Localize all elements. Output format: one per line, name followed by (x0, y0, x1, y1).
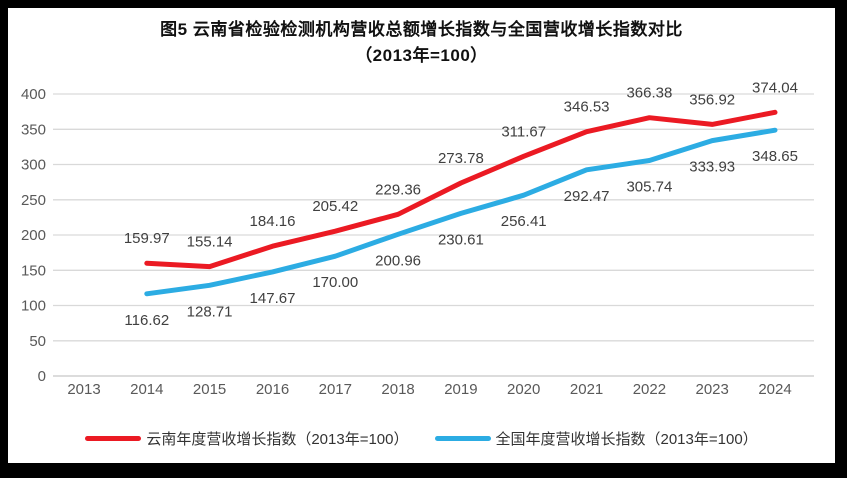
y-axis-tick-label-100: 100 (21, 298, 46, 315)
legend-item-yunnan: 云南年度营收增长指数（2013年=100） (85, 428, 409, 449)
x-axis-tick-label-2016: 2016 (256, 381, 289, 398)
y-axis-tick-label-300: 300 (21, 157, 46, 174)
data-label-series0-2022: 366.38 (626, 85, 672, 102)
data-label-series0-2018: 229.36 (375, 181, 421, 198)
series-line-0 (144, 109, 778, 270)
x-axis-tick-label-2015: 2015 (193, 381, 226, 398)
x-axis-tick-label-2014: 2014 (130, 381, 163, 398)
data-label-series0-2015: 155.14 (187, 234, 233, 251)
x-axis-tick-label-2020: 2020 (507, 381, 540, 398)
chart-title-line1: 图5 云南省检验检测机构营收总额增长指数与全国营收增长指数对比 (160, 20, 683, 39)
data-label-series1-2016: 147.67 (250, 290, 296, 307)
series-line-1 (144, 127, 778, 297)
chart-canvas: 图5 云南省检验检测机构营收总额增长指数与全国营收增长指数对比 （2013年=1… (8, 8, 835, 463)
data-label-series1-2018: 200.96 (375, 252, 421, 269)
data-label-series1-2022: 305.74 (626, 179, 672, 196)
chart-title-line2: （2013年=100） (355, 45, 488, 65)
line-chart-plot: 0 50 100 150 200 250 300 350 400 2013 2014 2015 2016… (21, 79, 814, 398)
data-label-series1-2023: 333.93 (689, 159, 735, 176)
x-axis-tick-label-2019: 2019 (444, 381, 477, 398)
data-label-series0-2024: 374.04 (752, 79, 798, 96)
legend-marker-yunnan-line (85, 436, 142, 441)
x-axis-tick-label-2013: 2013 (67, 381, 100, 398)
data-label-series1-2017: 170.00 (312, 274, 358, 291)
data-label-series0-2019: 273.78 (438, 150, 484, 167)
chart-title: 图5 云南省检验检测机构营收总额增长指数与全国营收增长指数对比 （2013年=1… (8, 17, 835, 68)
data-label-series1-2024: 348.65 (752, 148, 798, 165)
data-label-series0-2014: 159.97 (124, 230, 170, 247)
data-label-series0-2016: 184.16 (250, 213, 296, 230)
data-label-series0-2021: 346.53 (564, 99, 610, 116)
data-label-series0-2017: 205.42 (312, 198, 358, 215)
y-axis-tick-label-200: 200 (21, 227, 46, 244)
x-axis-tick-label-2022: 2022 (633, 381, 666, 398)
data-label-series1-2020: 256.41 (501, 213, 547, 230)
y-axis-tick-label-400: 400 (21, 86, 46, 103)
data-label-series1-2015: 128.71 (187, 303, 233, 320)
legend-label-national: 全国年度营收增长指数（2013年=100） (495, 431, 758, 448)
x-axis-tick-label-2024: 2024 (758, 381, 791, 398)
y-axis-tick-label-250: 250 (21, 192, 46, 209)
y-axis-tick-label-0: 0 (38, 368, 46, 385)
y-axis-tick-label-350: 350 (21, 121, 46, 138)
x-axis-tick-label-2023: 2023 (696, 381, 729, 398)
legend-item-national: 全国年度营收增长指数（2013年=100） (434, 428, 758, 449)
x-axis-tick-label-2017: 2017 (319, 381, 352, 398)
data-label-series0-2020: 311.67 (501, 123, 546, 140)
data-label-series0-2023: 356.92 (689, 91, 735, 108)
legend-label-yunnan: 云南年度营收增长指数（2013年=100） (146, 431, 409, 448)
y-axis-tick-label-150: 150 (21, 262, 46, 279)
x-axis-tick-label-2021: 2021 (570, 381, 603, 398)
data-label-series1-2019: 230.61 (438, 231, 484, 248)
legend-marker-national-line (434, 436, 491, 441)
data-label-series1-2014: 116.62 (124, 312, 169, 329)
data-label-series1-2021: 292.47 (564, 188, 610, 205)
chart-legend: 云南年度营收增长指数（2013年=100） 全国年度营收增长指数（2013年=1… (8, 428, 835, 449)
y-axis-tick-label-50: 50 (29, 333, 46, 350)
x-axis-tick-label-2018: 2018 (381, 381, 414, 398)
